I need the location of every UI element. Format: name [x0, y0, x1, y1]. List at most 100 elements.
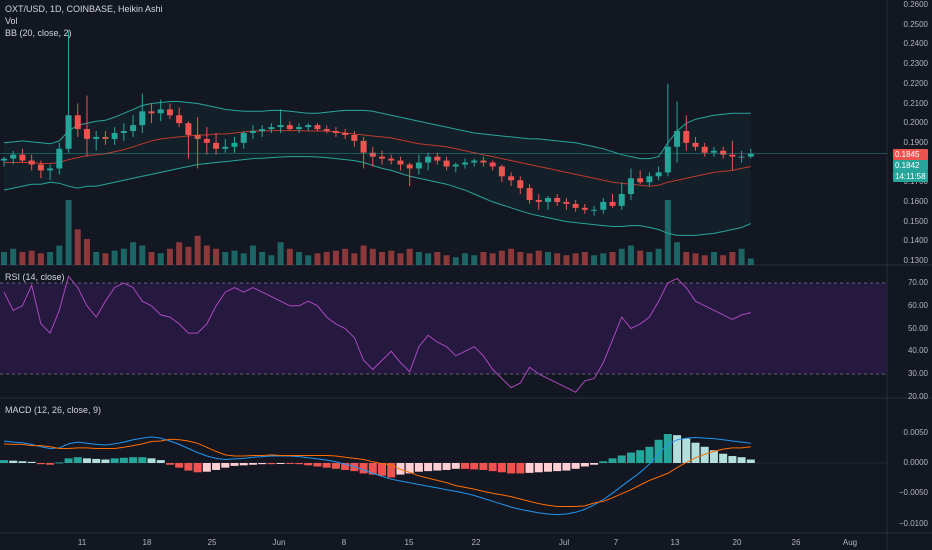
candle-body [56, 148, 63, 169]
volume-bar [655, 248, 662, 265]
volume-bar [627, 245, 634, 265]
volume-bar [554, 253, 561, 265]
volume-bar [102, 253, 109, 265]
candle-body [222, 146, 229, 149]
macd-histogram-bar [737, 457, 746, 463]
candle-body [609, 201, 616, 206]
macd-scale-label: −0.0050 [898, 488, 928, 497]
volume-bar [323, 252, 330, 265]
macd-histogram-bar [405, 463, 414, 474]
volume-bar [277, 242, 284, 265]
candle-body [19, 154, 26, 161]
macd-histogram-bar [230, 463, 239, 466]
macd-histogram-bar [129, 457, 138, 463]
macd-histogram-bar [82, 458, 91, 463]
candle-body [157, 109, 164, 114]
candle-body [148, 111, 155, 114]
bb-upper-line [3, 101, 751, 160]
candle-body [747, 153, 754, 157]
macd-histogram-bar [9, 460, 18, 463]
candle-body [692, 142, 699, 147]
candle-body [738, 156, 745, 158]
volume-bar [47, 252, 54, 265]
candle-body [452, 164, 459, 167]
macd-histogram-bar [728, 456, 737, 463]
volume-bar [194, 235, 201, 265]
macd-histogram-bar [212, 463, 221, 470]
candle-body [166, 109, 173, 116]
volume-bar [729, 252, 736, 265]
volume-bar [710, 252, 717, 265]
candle-body [701, 146, 708, 153]
bb-fill [4, 101, 751, 236]
macd-histogram-bar [221, 463, 230, 468]
macd-histogram-bar [543, 463, 552, 472]
macd-histogram-bar [184, 463, 193, 471]
volume-legend[interactable]: Vol [5, 16, 18, 26]
price-scale-label: 0.1300 [903, 256, 928, 266]
volume-bar [83, 239, 90, 265]
candle-body [286, 125, 293, 130]
macd-histogram-bar [73, 457, 82, 463]
volume-bar [406, 248, 413, 265]
macd-histogram-bar [525, 463, 534, 473]
volume-bar [397, 253, 404, 265]
candle-body [544, 197, 551, 202]
candle-body [65, 115, 72, 149]
time-scale-label: 7 [613, 538, 619, 547]
volume-bar [213, 248, 220, 265]
macd-histogram-bar [719, 453, 728, 463]
macd-histogram-bar [691, 442, 700, 463]
price-scale-label: 0.1600 [903, 197, 928, 206]
candle-body [176, 115, 183, 124]
volume-bar [526, 253, 533, 265]
candle-body [74, 115, 81, 130]
volume-bar [572, 253, 579, 265]
candle-body [683, 131, 690, 143]
price-scale-label: 0.2100 [903, 98, 928, 108]
candle-body [618, 194, 625, 206]
volume-bar [443, 255, 450, 265]
price-badge: 0.1845 [893, 149, 928, 160]
macd-legend[interactable]: MACD (12, 26, close, 9) [5, 405, 102, 415]
bb-legend[interactable]: BB (20, close, 2) [5, 28, 72, 38]
candle-body [37, 164, 44, 171]
time-scale-label: 18 [142, 538, 152, 547]
candle-body [471, 160, 478, 163]
volume-bar [10, 248, 17, 265]
macd-histogram-bar [470, 463, 479, 470]
time-scale-label: 11 [77, 538, 87, 547]
macd-histogram-bar [433, 463, 442, 471]
volume-bar [176, 242, 183, 265]
candle-body [332, 131, 339, 133]
volume-bar [480, 252, 487, 265]
volume-bar [563, 255, 570, 265]
time-scale-label: 20 [732, 538, 742, 547]
volume-bar [720, 255, 727, 265]
volume-bar [305, 255, 312, 265]
price-scale-label: 0.1400 [903, 236, 928, 246]
macd-histogram-bar [599, 461, 608, 463]
macd-histogram-bar [248, 463, 257, 465]
candle-body [130, 125, 137, 132]
candle-body [554, 197, 561, 202]
macd-scale-label: −0.0100 [898, 519, 928, 528]
macd-histogram-bar [156, 460, 165, 463]
symbol-title[interactable]: OXT/USD, 1D, COINBASE, Heikin Ashi [5, 4, 163, 14]
rsi-band [0, 283, 887, 374]
volume-bar [28, 250, 35, 265]
volume-bar [434, 252, 441, 265]
candle-body [185, 123, 192, 135]
candle-body [535, 199, 542, 202]
macd-histogram-bar [239, 463, 248, 466]
signal-line [3, 438, 751, 507]
price-scale-label: 0.2500 [903, 19, 928, 29]
rsi-legend[interactable]: RSI (14, close) [5, 272, 65, 282]
price-scale-label: 0.2000 [903, 118, 928, 128]
volume-bar [296, 252, 303, 265]
macd-histogram-bar [451, 463, 460, 469]
candle-body [581, 207, 588, 210]
macd-histogram-bar [285, 463, 294, 464]
